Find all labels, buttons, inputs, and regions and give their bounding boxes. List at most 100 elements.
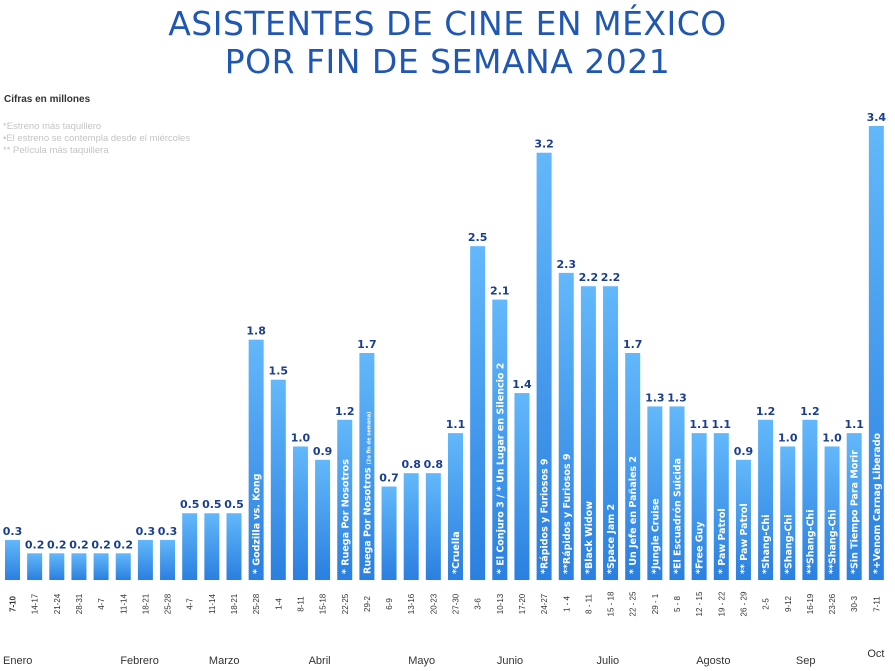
bar-annotation-36: **Shang-Chi	[805, 510, 816, 574]
value-label-38: 1.1	[844, 418, 864, 431]
x-tick-label-21: 3-6	[474, 598, 483, 610]
x-tick-label-39: 7-11	[872, 596, 881, 612]
bar-34	[758, 419, 774, 580]
value-label-13: 1.0	[291, 431, 311, 444]
value-label-8: 0.5	[180, 498, 200, 511]
value-label-32: 1.1	[712, 418, 732, 431]
value-label-0: 0.3	[3, 525, 23, 538]
value-label-28: 1.7	[623, 338, 643, 351]
bar-36	[802, 419, 818, 580]
bar-12	[270, 379, 286, 580]
x-tick-label-19: 20-23	[429, 593, 438, 614]
value-label-14: 0.9	[313, 445, 333, 458]
bar-16	[359, 353, 375, 580]
footnote-1: *Estreno más taquillero	[3, 121, 102, 132]
bar-annotation-30: *El Escuadrón Suicida	[673, 458, 684, 574]
x-tick-label-4: 4-7	[97, 598, 106, 610]
x-tick-label-7: 25-28	[164, 593, 173, 614]
bar-19	[425, 473, 441, 580]
value-label-3: 0.2	[69, 538, 89, 551]
bar-17	[381, 486, 397, 580]
bar-24	[536, 152, 552, 581]
bar-31	[691, 433, 707, 580]
bar-32	[713, 433, 729, 580]
value-label-7: 0.3	[158, 525, 178, 538]
value-label-11: 1.8	[246, 325, 266, 338]
value-label-23: 1.4	[512, 378, 532, 391]
bar-23	[514, 393, 530, 580]
x-tick-label-27: 15 - 18	[607, 591, 616, 616]
bar-25	[558, 272, 574, 580]
bar-annotation-25: **Rápidos y Furiosos 9	[562, 453, 573, 574]
value-label-19: 0.8	[424, 458, 444, 471]
bar-7	[160, 539, 176, 580]
bar-annotation-37: **Shang-Chi	[828, 510, 839, 574]
month-label-9: Oct	[867, 648, 884, 660]
value-label-26: 2.2	[579, 271, 599, 284]
value-label-15: 1.2	[335, 405, 355, 418]
x-tick-labels-group: 7-10 14-17 21-24 28-31 4-7 11-14 18-21 25-28 4-7…	[9, 591, 882, 616]
x-tick-label-29: 29 - 1	[651, 593, 660, 614]
x-tick-label-28: 22 - 25	[629, 591, 638, 616]
x-tick-label-18: 13-16	[407, 593, 416, 614]
x-tick-label-37: 23-26	[828, 593, 837, 614]
value-label-27: 2.2	[601, 271, 621, 284]
bar-annotation-22: * El Conjuro 3 / * Un Lugar en Silencio …	[495, 363, 506, 574]
month-label-8: Sep	[796, 655, 816, 667]
bar-35	[780, 446, 796, 580]
month-label-5: Junio	[497, 655, 523, 667]
x-tick-label-5: 11-14	[119, 594, 128, 614]
x-tick-label-0: 7-10	[9, 595, 18, 612]
chart-title-line-2: POR FIN DE SEMANA 2021	[224, 42, 671, 81]
value-label-16: 1.7	[357, 338, 377, 351]
x-tick-label-31: 12 - 15	[695, 591, 704, 616]
value-label-34: 1.2	[756, 405, 776, 418]
x-tick-label-13: 8-11	[296, 596, 305, 612]
bar-annotation-33: ** Paw Patrol	[739, 503, 750, 574]
bar-annotation-15: * Ruega Por Nosotros	[340, 459, 351, 574]
chart-title-line-1: ASISTENTES DE CINE EN MÉXICO	[168, 4, 727, 43]
bar-5	[115, 553, 131, 580]
bar-18	[403, 473, 419, 580]
x-tick-label-9: 11-14	[208, 594, 217, 614]
x-tick-label-36: 16-19	[806, 593, 815, 614]
bar-annotation-27: *Space Jam 2	[606, 504, 617, 574]
bar-annotation-24: *Rápidos y Furiosos 9	[540, 458, 551, 574]
bar-1	[27, 553, 43, 580]
x-tick-label-2: 21-24	[53, 593, 62, 614]
value-label-4: 0.2	[91, 538, 111, 551]
x-tick-label-26: 8 - 11	[584, 594, 593, 614]
month-label-6: Julio	[597, 655, 620, 667]
bar-annotation-31: *Free Guy	[695, 521, 706, 574]
bar-3	[71, 553, 87, 580]
bar-10	[226, 513, 242, 580]
x-tick-label-6: 18-21	[141, 593, 150, 614]
value-label-31: 1.1	[689, 418, 709, 431]
x-tick-label-25: 1 - 4	[562, 595, 571, 612]
x-tick-label-8: 4-7	[186, 598, 195, 610]
footnotes: *Estreno más taquillero •El estreno se c…	[3, 121, 190, 157]
value-label-1: 0.2	[25, 538, 45, 551]
bar-6	[137, 539, 153, 580]
bar-annotation-16: Ruega Por Nosotros(2o fin de semana)	[362, 412, 373, 574]
bar-20	[448, 433, 463, 580]
bar-8	[182, 513, 198, 580]
bar-26	[580, 286, 596, 580]
value-label-20: 1.1	[446, 418, 466, 431]
bar-21	[470, 246, 486, 581]
bar-30	[669, 406, 685, 580]
x-tick-label-17: 6-9	[385, 598, 394, 610]
x-tick-label-35: 9-12	[784, 595, 793, 612]
x-tick-label-10: 18-21	[230, 593, 239, 614]
x-tick-label-20: 27-30	[452, 593, 461, 614]
month-label-7: Agosto	[696, 655, 730, 667]
bar-9	[204, 513, 220, 580]
bar-4	[93, 553, 109, 580]
x-tick-label-30: 5 - 8	[673, 595, 682, 612]
bar-annotation-20: *Cruella	[451, 531, 462, 574]
bar-annotation-28: * Un Jefe en Pañales 2	[628, 456, 639, 574]
bar-0	[5, 539, 20, 580]
month-label-0: Enero	[3, 655, 32, 667]
value-label-37: 1.0	[822, 431, 842, 444]
value-label-12: 1.5	[269, 365, 289, 378]
